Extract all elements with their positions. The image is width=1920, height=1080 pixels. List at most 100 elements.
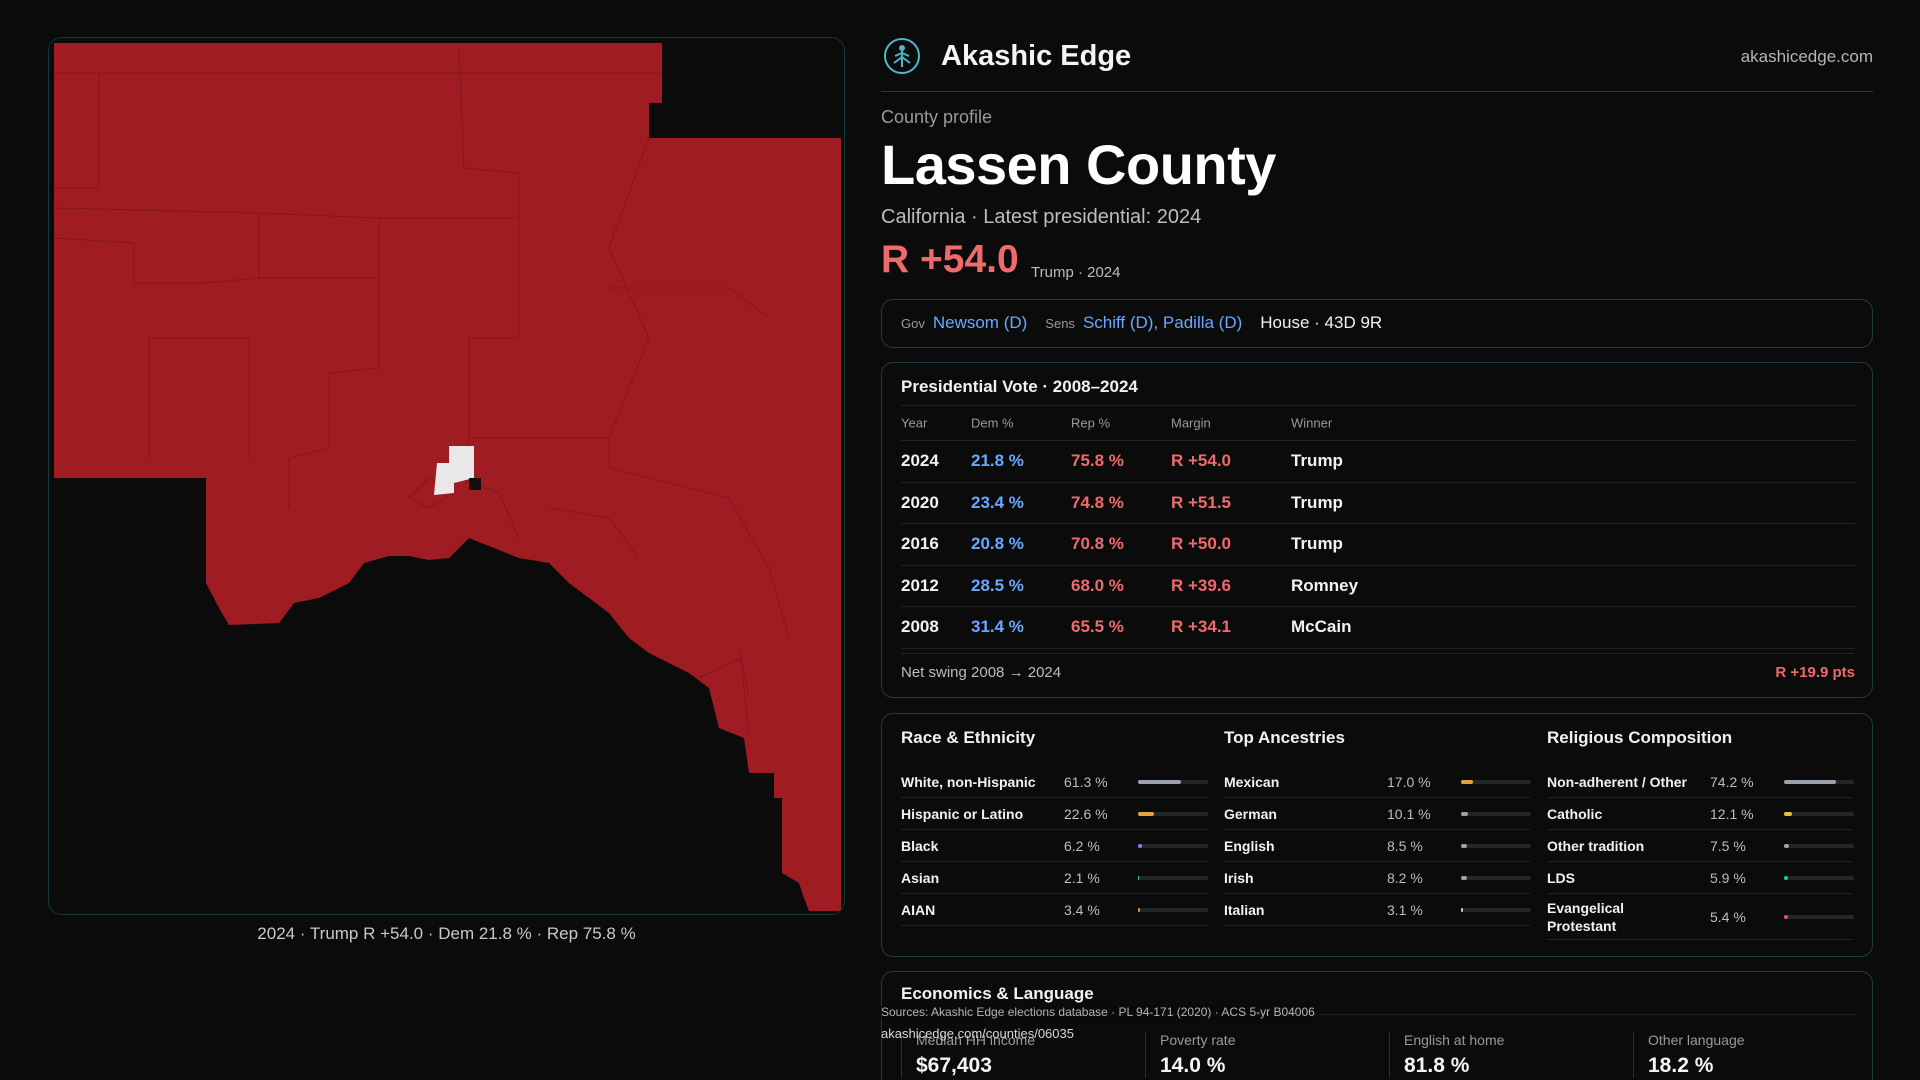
item-bar [1138,875,1208,880]
item-percent: 10.1 % [1387,805,1431,822]
tree-of-life-icon[interactable] [883,37,921,75]
list-item[interactable]: German 10.1 % [1224,798,1531,830]
row-year: 2008 [901,617,939,637]
map-caption: 2024 · Trump R +54.0 · Dem 21.8 % · Rep … [257,924,636,943]
item-bar [1461,875,1531,880]
county-url-link[interactable]: akashicedge.com/counties/06035 [881,1026,1074,1041]
governor-name: Newsom (D) [932,313,1028,332]
highlighted-precinct[interactable] [434,446,474,495]
item-bar-fill [1784,843,1790,848]
list-item[interactable]: Asian 2.1 % [901,862,1208,894]
gov-label: Gov [901,316,925,331]
top-bar: Akashic Edge akashicedge.com [881,34,1873,92]
item-percent: 6.2 % [1064,837,1100,854]
item-bar-fill [1784,811,1793,816]
ancestry-column: Top Ancestries Mexican 17.0 % German 10.1 %… [1224,728,1531,926]
site-domain-link[interactable]: akashicedge.com [1740,47,1873,66]
item-name: Non-adherent / Other [1547,773,1688,790]
list-item[interactable]: Other tradition 7.5 % [1547,830,1854,862]
item-name: AIAN [901,901,936,918]
list-item[interactable]: Evangelical Protestant 5.4 % [1547,894,1854,940]
stat-label: Poverty rate [1160,1032,1236,1048]
stat-other-language: Other language 18.2 % [1633,1032,1873,1078]
row-margin: R +39.6 [1171,575,1232,595]
net-swing-value: R +19.9 pts [1775,664,1855,681]
item-bar-fill [1784,779,1836,784]
votes-title: Presidential Vote · 2008–2024 [901,377,1138,396]
row-dem: 28.5 % [971,575,1024,595]
item-percent: 12.1 % [1710,805,1754,822]
list-item[interactable]: Catholic 12.1 % [1547,798,1854,830]
county-map[interactable] [48,37,845,915]
row-margin: R +34.1 [1171,617,1232,637]
item-bar [1138,907,1208,912]
stat-value: 81.8 % [1404,1054,1470,1077]
row-winner: Trump [1291,492,1343,512]
item-bar [1461,843,1531,848]
list-item[interactable]: White, non-Hispanic 61.3 % [901,766,1208,798]
sens-label: Sens [1045,316,1075,331]
row-margin: R +54.0 [1171,451,1232,471]
list-item[interactable]: English 8.5 % [1224,830,1531,862]
brand-name[interactable]: Akashic Edge [941,40,1132,72]
list-item[interactable]: LDS 5.9 % [1547,862,1854,894]
item-percent: 5.9 % [1710,869,1746,886]
stat-label: English at home [1404,1032,1505,1048]
list-item[interactable]: Non-adherent / Other 74.2 % [1547,766,1854,798]
row-margin: R +51.5 [1171,492,1232,512]
table-header: Year Dem % Rep % Margin Winner [901,405,1855,440]
row-winner: Romney [1291,575,1359,595]
row-dem: 20.8 % [971,534,1024,554]
stat-median-income: Median HH income $67,403 [901,1032,1141,1078]
col-dem: Dem % [971,415,1014,431]
item-bar [1138,811,1208,816]
item-name: English [1224,837,1275,854]
table-row[interactable]: 2024 21.8 % 75.8 % R +54.0 Trump [901,440,1855,482]
item-name: Black [901,837,939,854]
table-row[interactable]: 2020 23.4 % 74.8 % R +51.5 Trump [901,481,1855,524]
list-item[interactable]: Mexican 17.0 % [1224,766,1531,798]
item-name: Mexican [1224,773,1280,790]
latest-margin-note: Trump · 2024 [1031,264,1121,281]
item-bar [1138,779,1208,784]
item-bar-fill [1461,811,1469,816]
item-percent: 74.2 % [1710,773,1754,790]
list-item[interactable]: AIAN 3.4 % [901,894,1208,926]
race-title: Race & Ethnicity [901,728,1036,747]
item-name: German [1224,805,1277,822]
item-percent: 3.4 % [1064,901,1100,918]
item-bar-fill [1784,914,1788,919]
item-bar-fill [1138,843,1143,848]
list-item[interactable]: Irish 8.2 % [1224,862,1531,894]
officials-card: Gov Newsom (D) Sens Schiff (D), Padilla (D)… [881,299,1873,348]
item-bar-fill [1461,779,1473,784]
senators-names: Schiff (D), Padilla (D) [1082,313,1243,332]
latest-margin: R +54.0 [881,238,1019,281]
stat-value: $67,403 [916,1054,992,1077]
item-bar [1461,907,1531,912]
row-year: 2012 [901,575,939,595]
item-percent: 7.5 % [1710,837,1746,854]
item-percent: 8.2 % [1387,869,1423,886]
row-year: 2024 [901,451,939,471]
col-winner: Winner [1291,415,1333,431]
col-rep: Rep % [1071,415,1111,431]
item-bar [1784,779,1854,784]
stat-value: 14.0 % [1160,1054,1226,1077]
list-item[interactable]: Hispanic or Latino 22.6 % [901,798,1208,830]
house-delegation: House · 43D 9R [1260,313,1383,332]
list-item[interactable]: Black 6.2 % [901,830,1208,862]
item-percent: 61.3 % [1064,773,1108,790]
table-row[interactable]: 2008 31.4 % 65.5 % R +34.1 McCain [901,606,1855,648]
votes-table: Year Dem % Rep % Margin Winner 2024 21.8… [901,405,1855,649]
ancestry-title: Top Ancestries [1224,728,1345,747]
row-dem: 31.4 % [971,617,1024,637]
table-row[interactable]: 2012 28.5 % 68.0 % R +39.6 Romney [901,564,1855,607]
eyebrow-label: County profile [881,107,993,127]
list-item[interactable]: Italian 3.1 % [1224,894,1531,926]
item-bar [1784,811,1854,816]
col-year: Year [901,415,928,431]
item-bar-fill [1784,875,1789,880]
table-row[interactable]: 2016 20.8 % 70.8 % R +50.0 Trump [901,523,1855,565]
item-percent: 5.4 % [1710,908,1746,925]
